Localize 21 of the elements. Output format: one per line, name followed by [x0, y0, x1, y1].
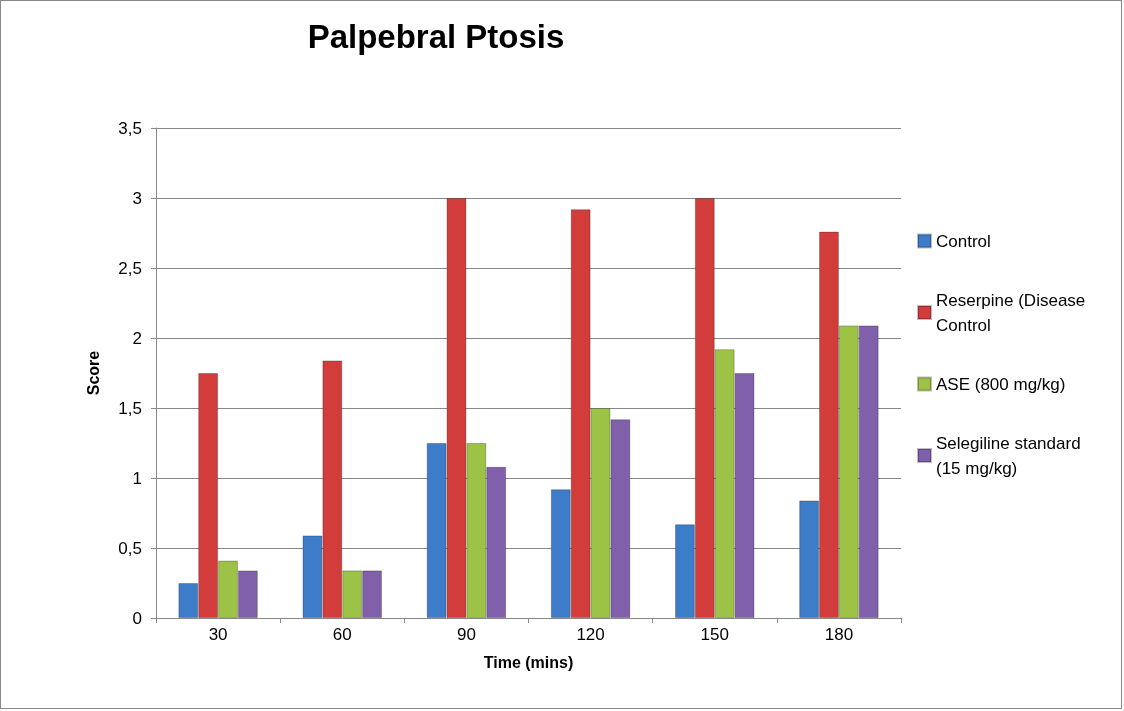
y-axis-title: Score: [84, 350, 102, 396]
chart-title: Palpebral Ptosis: [307, 18, 565, 55]
y-tick-label: 3,5: [118, 118, 142, 138]
y-tick-label: 0: [132, 608, 142, 628]
y-tick-label: 1: [132, 468, 142, 488]
x-axis-title: Time (mins): [483, 653, 574, 671]
x-tick-label: 180: [824, 625, 854, 644]
x-tick-label: 60: [332, 625, 352, 644]
y-tick-label: 1,5: [118, 398, 142, 418]
x-tick-label: 150: [700, 625, 729, 644]
legend-label: Selegiline standard (15 mg/kg): [936, 433, 1086, 478]
y-tick-label: 0,5: [118, 538, 142, 558]
y-tick-label: 2: [132, 328, 142, 348]
x-tick-label: 30: [208, 625, 228, 644]
x-tick-label: 120: [576, 625, 605, 644]
legend-label: Control: [936, 231, 991, 251]
y-tick-label: 3: [132, 188, 142, 208]
legend-label: ASE (800 mg/kg): [936, 374, 1066, 394]
x-tick-label: 90: [456, 625, 476, 644]
y-tick-label: 2,5: [118, 258, 142, 278]
legend-label: Reserpine (Disease Control: [936, 290, 1091, 335]
